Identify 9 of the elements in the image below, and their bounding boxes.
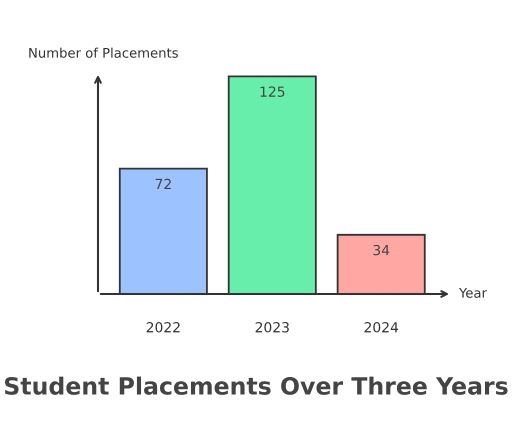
data-label: 72 [156, 178, 171, 189]
text: Student Placements Over Three Years [4, 376, 508, 395]
x-axis-title: Year [458, 288, 487, 298]
x-tick-label: 2024 [364, 322, 398, 333]
y-axis-title: Number of Placements [29, 48, 178, 58]
x-tick-label: 2022 [146, 322, 180, 333]
x-tick-label: 2023 [256, 322, 289, 333]
data-label: 34 [373, 244, 390, 256]
data-label: 125 [260, 86, 284, 97]
